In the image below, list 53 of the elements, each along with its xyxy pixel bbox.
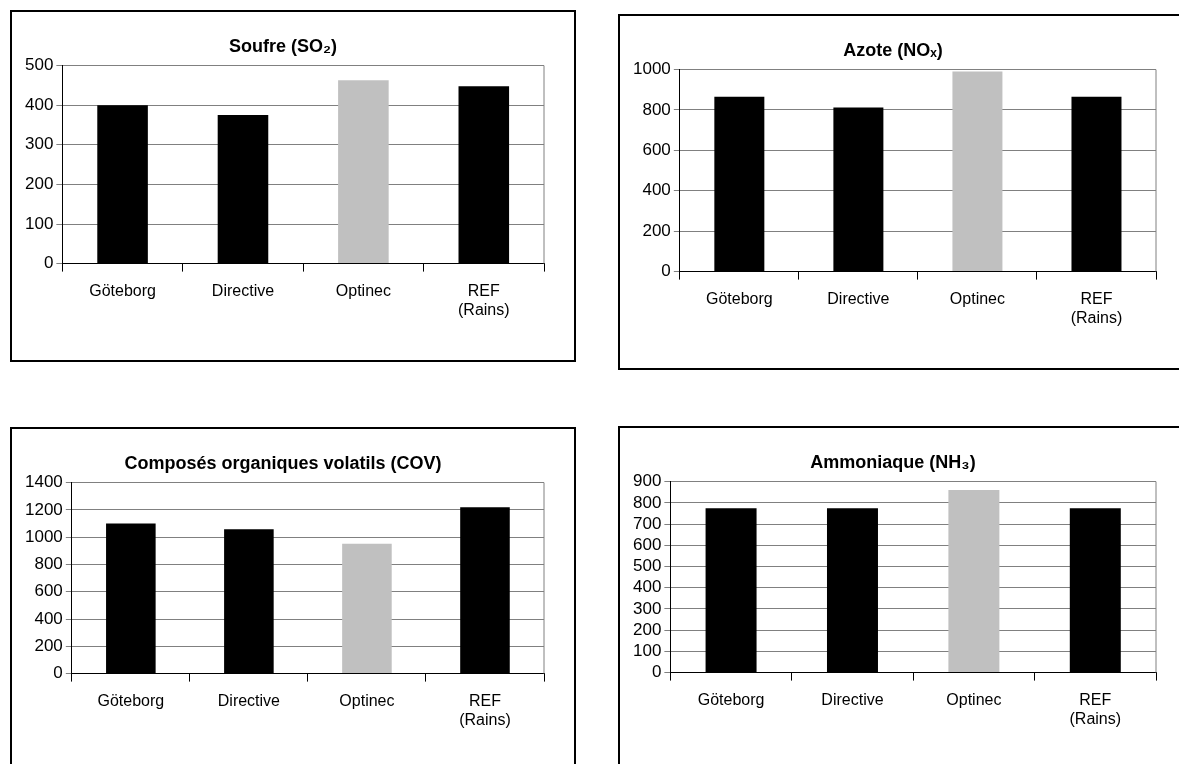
y-tick-label: 200 xyxy=(34,636,63,655)
y-tick-label: 1400 xyxy=(24,472,63,492)
x-tick-label: Göteborg xyxy=(697,690,765,708)
x-tick-label: Directive xyxy=(217,691,281,709)
chart-title: Ammoniaque (NH₃) xyxy=(810,451,976,472)
x-tick-label: Optinec xyxy=(949,289,1005,307)
x-tick-label: REF (Rains) xyxy=(458,281,510,318)
y-tick-label: 0 xyxy=(651,662,662,682)
bar xyxy=(338,80,389,264)
y-tick-label: 100 xyxy=(632,641,662,661)
y-tick-label: 400 xyxy=(34,608,63,628)
x-tick-label: Göteborg xyxy=(89,281,156,299)
y-tick-label: 1200 xyxy=(24,499,63,519)
x-tick-label: Directive xyxy=(827,289,890,307)
x-tick-label: REF (Rains) xyxy=(1070,289,1123,326)
x-tick-label: REF (Rains) xyxy=(1069,690,1122,727)
y-tick-label: 400 xyxy=(24,94,54,114)
y-tick-label: 200 xyxy=(642,220,671,240)
y-tick-label: 900 xyxy=(632,471,662,491)
y-tick-label: 600 xyxy=(34,581,63,601)
y-tick-label: 800 xyxy=(34,554,63,574)
y-tick-label: 400 xyxy=(632,577,662,597)
y-tick-label: 300 xyxy=(24,134,54,154)
y-tick-label: 500 xyxy=(632,556,662,576)
y-tick-label: 1000 xyxy=(632,59,671,79)
bar xyxy=(342,543,392,674)
y-tick-label: 700 xyxy=(632,513,662,533)
x-tick-label: Optinec xyxy=(335,281,391,299)
y-tick-label: 0 xyxy=(661,261,671,281)
chart-title: Soufre (SO₂) xyxy=(229,35,338,56)
y-tick-label: 300 xyxy=(632,598,662,618)
chart-title: Azote (NOₓ) xyxy=(843,39,943,60)
y-tick-label: 800 xyxy=(642,99,671,119)
x-tick-label: REF (Rains) xyxy=(459,691,511,728)
bar xyxy=(952,71,1003,272)
y-tick-label: 200 xyxy=(24,174,54,194)
x-tick-label: Göteborg xyxy=(97,691,165,709)
x-tick-label: Optinec xyxy=(946,690,1002,708)
y-tick-label: 600 xyxy=(632,534,662,554)
chart-title: Composés organiques volatils (COV) xyxy=(124,452,442,473)
y-tick-label: 1000 xyxy=(24,526,63,546)
y-tick-label: 600 xyxy=(642,140,671,160)
x-tick-label: Directive xyxy=(211,281,275,299)
x-tick-label: Göteborg xyxy=(705,289,773,307)
y-tick-label: 0 xyxy=(53,663,63,683)
y-tick-label: 0 xyxy=(43,253,54,273)
x-tick-label: Optinec xyxy=(339,691,395,709)
y-tick-label: 100 xyxy=(24,213,54,233)
y-tick-label: 400 xyxy=(642,180,671,200)
x-tick-label: Directive xyxy=(821,690,884,708)
y-tick-label: 800 xyxy=(632,492,662,512)
y-tick-label: 500 xyxy=(24,55,54,75)
y-tick-label: 200 xyxy=(632,619,662,639)
